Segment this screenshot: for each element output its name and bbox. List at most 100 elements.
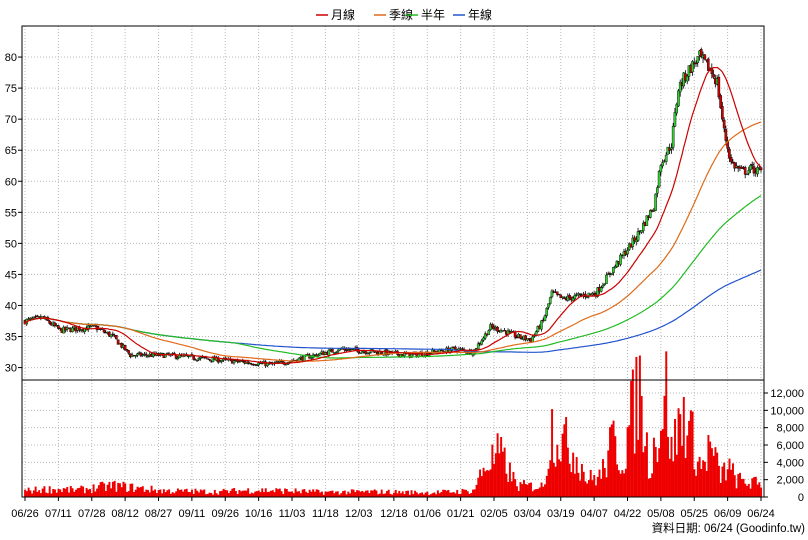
volume-bar <box>85 488 88 497</box>
volume-bar <box>173 493 176 497</box>
volume-bar <box>301 489 304 497</box>
volume-bar <box>368 493 371 497</box>
volume-bar <box>566 447 569 497</box>
candle-body <box>123 344 127 351</box>
volume-bar <box>354 492 357 497</box>
candle-body <box>476 343 480 350</box>
volume-bar <box>429 494 432 497</box>
volume-bar <box>41 488 44 497</box>
y-tick-label: 65 <box>5 145 17 157</box>
candle-body <box>34 316 37 318</box>
volume-bar <box>463 489 466 497</box>
volume-bar <box>475 484 478 497</box>
volume-bar <box>352 489 355 497</box>
candle-body <box>633 237 636 242</box>
candle-body <box>696 56 700 63</box>
volume-bar <box>212 494 215 497</box>
candle-body <box>661 162 664 167</box>
volume-bar <box>747 483 750 497</box>
volume-bar <box>164 492 167 497</box>
candle-body <box>531 336 534 342</box>
volume-bar <box>500 437 503 497</box>
volume-bar <box>505 473 508 497</box>
volume-bar <box>78 487 81 497</box>
candle-body <box>482 337 485 341</box>
candle-body <box>664 154 668 162</box>
volume-bar <box>233 488 236 497</box>
volume-bar <box>538 487 541 497</box>
volume-bar <box>126 492 128 497</box>
volume-bar <box>582 471 585 497</box>
volume-bar <box>652 437 655 497</box>
volume-bar <box>491 444 494 497</box>
volume-bar <box>440 492 443 497</box>
volume-bar <box>498 453 501 497</box>
candle-body <box>631 237 635 247</box>
volume-bar <box>607 450 610 497</box>
volume-bar <box>746 485 749 497</box>
candle-body <box>220 360 224 362</box>
volume-bar <box>34 486 37 497</box>
volume-bar <box>482 467 485 497</box>
volume-bar <box>457 494 460 497</box>
volume-bar <box>596 476 599 497</box>
volume-bar <box>435 494 438 497</box>
volume-bar <box>335 491 337 497</box>
volume-bar <box>384 493 387 497</box>
volume-bar <box>254 491 257 497</box>
volume-bar <box>278 488 281 497</box>
volume-bar <box>82 486 85 497</box>
volume-bar <box>168 489 171 497</box>
volume-bar <box>489 469 492 497</box>
volume-bar <box>345 494 348 497</box>
volume-bar <box>375 490 378 497</box>
volume-bar <box>48 486 51 497</box>
candle-body <box>555 291 559 295</box>
candle-body <box>550 290 554 297</box>
volume-bar <box>637 439 640 497</box>
volume-bar <box>282 493 285 497</box>
volume-bar <box>52 489 55 497</box>
candle-body <box>490 324 494 328</box>
volume-bar <box>549 460 552 497</box>
y-tick-label: 80 <box>5 52 17 64</box>
candle-body <box>566 295 570 301</box>
volume-bar <box>728 458 731 497</box>
volume-bar <box>524 484 527 497</box>
volume-bar <box>612 420 615 497</box>
volume-bar <box>565 416 568 497</box>
legend-label-half-year: 半年 <box>421 8 445 22</box>
candle-body <box>642 222 645 231</box>
x-tick-label: 03/19 <box>547 508 575 520</box>
volume-bar <box>206 493 209 497</box>
volume-bar <box>623 473 626 497</box>
volume-bar <box>222 488 225 497</box>
volume-bar <box>603 467 606 497</box>
candle-body <box>248 362 252 365</box>
volume-bar <box>514 479 517 497</box>
volume-bar <box>306 493 309 497</box>
volume-bar <box>465 489 467 497</box>
volume-bar <box>284 488 287 497</box>
candle-body <box>750 163 754 166</box>
volume-bar <box>53 489 56 497</box>
volume-bar <box>183 489 186 497</box>
legend-item-yearly: 年線 <box>453 7 492 22</box>
volume-bar <box>259 492 262 497</box>
volume-bar <box>535 489 538 497</box>
candle-body <box>703 54 707 60</box>
volume-bar <box>515 486 518 497</box>
volume-bar <box>723 462 726 497</box>
volume-bar <box>371 490 374 497</box>
data-date-footer: 資料日期: 06/24 (Goodinfo.tw) <box>652 521 806 535</box>
volume-bar <box>628 425 631 497</box>
volume-bar <box>159 489 162 497</box>
candle-body <box>747 170 751 174</box>
moving-averages <box>24 66 762 365</box>
volume-bar <box>735 488 738 497</box>
volume-bar <box>719 482 722 497</box>
x-tick-label: 12/18 <box>380 508 408 520</box>
volume-bar <box>180 489 183 497</box>
candle-body <box>513 332 517 338</box>
candle-body <box>364 351 368 354</box>
